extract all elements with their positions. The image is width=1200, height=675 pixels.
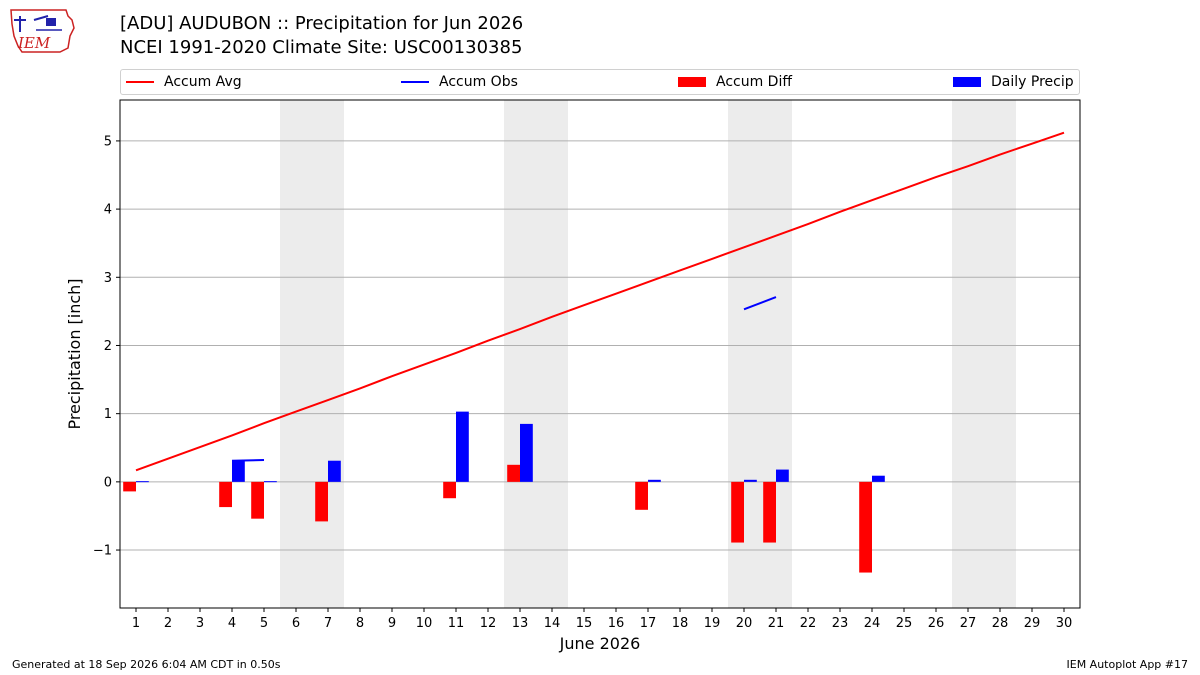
x-axis-ticks: 1 2 3 4 5 6 7 8 9 10 11 12 13 14 15 16 17 18 19 20 21 22 23 24 2…	[132, 608, 1072, 631]
accum-diff-bar	[251, 481, 264, 519]
x-tick-label: 17	[640, 616, 657, 631]
weekend-bands	[280, 100, 1016, 608]
x-tick-label: 12	[480, 616, 497, 631]
logo-text: IEM	[17, 34, 51, 52]
weekend-band	[952, 100, 1016, 608]
x-tick-label: 13	[512, 616, 529, 631]
grid-lines	[120, 140, 1080, 551]
x-tick-label: 20	[736, 616, 753, 631]
x-tick-label: 15	[576, 616, 593, 631]
y-axis-ticks: −1 0 1 2 3 4 5	[93, 134, 120, 559]
weekend-band	[280, 100, 344, 608]
legend-item-accum-obs: Accum Obs	[401, 70, 518, 94]
x-tick-label: 29	[1024, 616, 1041, 631]
daily-precip-bar	[520, 423, 533, 482]
chart-legend: Accum Avg Accum Obs Accum Diff Daily Pre…	[120, 69, 1080, 95]
x-tick-label: 9	[388, 616, 396, 631]
daily-precip-bar	[136, 481, 149, 483]
accum-diff-bar	[507, 464, 520, 482]
daily-precip-bar	[648, 479, 661, 482]
accum-diff-bar	[315, 481, 328, 522]
legend-label-accum-avg: Accum Avg	[164, 74, 242, 90]
x-tick-label: 1	[132, 616, 140, 631]
x-tick-label: 5	[260, 616, 268, 631]
y-tick-label: 3	[104, 271, 112, 286]
x-tick-label: 22	[800, 616, 817, 631]
y-axis-label: Precipitation [inch]	[65, 278, 84, 429]
y-tick-label: 2	[104, 339, 112, 354]
legend-swatch-accum-avg	[126, 81, 154, 83]
daily-precip-bar	[776, 469, 789, 482]
iem-logo: IEM	[8, 6, 80, 58]
accum-obs-line	[231, 459, 265, 462]
x-tick-label: 23	[832, 616, 849, 631]
y-tick-label: 4	[104, 203, 112, 218]
app-credit: IEM Autoplot App #17	[1066, 658, 1189, 671]
y-tick-label: 5	[104, 134, 112, 149]
legend-item-daily-precip: Daily Precip	[953, 70, 1074, 94]
x-tick-label: 11	[448, 616, 465, 631]
legend-swatch-accum-obs	[401, 81, 429, 83]
x-tick-label: 4	[228, 616, 236, 631]
x-axis-label: June 2026	[559, 634, 641, 653]
accum-diff-bar	[123, 481, 136, 492]
daily-precip-bar	[872, 475, 885, 482]
accum-diff-bar	[731, 481, 744, 543]
legend-item-accum-diff: Accum Diff	[678, 70, 792, 94]
accum-diff-bar	[763, 481, 776, 543]
daily-precip-bar	[456, 411, 469, 482]
daily-precip-bar	[232, 460, 245, 482]
accum-avg-line	[135, 131, 1065, 472]
legend-item-accum-avg: Accum Avg	[126, 70, 242, 94]
accum-obs-line	[743, 296, 777, 311]
legend-label-daily-precip: Daily Precip	[991, 74, 1074, 90]
accum-diff-bar	[859, 481, 872, 573]
y-tick-label: 1	[104, 407, 112, 422]
x-tick-label: 19	[704, 616, 721, 631]
accum-diff-bar	[635, 481, 648, 510]
accum-diff-bar	[443, 481, 456, 499]
x-tick-label: 6	[292, 616, 300, 631]
x-tick-label: 21	[768, 616, 785, 631]
line-series	[135, 131, 1065, 472]
legend-label-accum-obs: Accum Obs	[439, 74, 518, 90]
daily-precip-bar	[328, 460, 341, 482]
weekend-band	[504, 100, 568, 608]
x-tick-label: 25	[896, 616, 913, 631]
daily-precip-bar	[264, 481, 277, 483]
x-tick-label: 28	[992, 616, 1009, 631]
iowa-map-logo-icon: IEM	[10, 9, 75, 53]
legend-swatch-accum-diff	[678, 77, 706, 87]
x-tick-label: 14	[544, 616, 561, 631]
generated-timestamp: Generated at 18 Sep 2026 6:04 AM CDT in …	[12, 658, 281, 671]
x-tick-label: 27	[960, 616, 977, 631]
chart-subtitle: NCEI 1991-2020 Climate Site: USC00130385	[120, 37, 523, 58]
y-tick-label: −1	[93, 544, 112, 559]
daily-precip-bar	[744, 479, 757, 482]
chart-title: [ADU] AUDUBON :: Precipitation for Jun 2…	[120, 13, 524, 34]
bar-series	[123, 411, 885, 573]
x-tick-label: 24	[864, 616, 881, 631]
legend-label-accum-diff: Accum Diff	[716, 74, 793, 90]
legend-swatch-daily-precip	[953, 77, 981, 87]
x-tick-label: 2	[164, 616, 172, 631]
x-tick-label: 10	[416, 616, 433, 631]
x-tick-label: 16	[608, 616, 625, 631]
y-tick-label: 0	[104, 475, 112, 490]
x-tick-label: 3	[196, 616, 204, 631]
x-tick-label: 8	[356, 616, 364, 631]
accum-diff-bar	[219, 481, 232, 508]
x-tick-label: 18	[672, 616, 689, 631]
x-tick-label: 7	[324, 616, 332, 631]
x-tick-label: 26	[928, 616, 945, 631]
plot-frame	[119, 99, 1081, 609]
x-tick-label: 30	[1056, 616, 1073, 631]
